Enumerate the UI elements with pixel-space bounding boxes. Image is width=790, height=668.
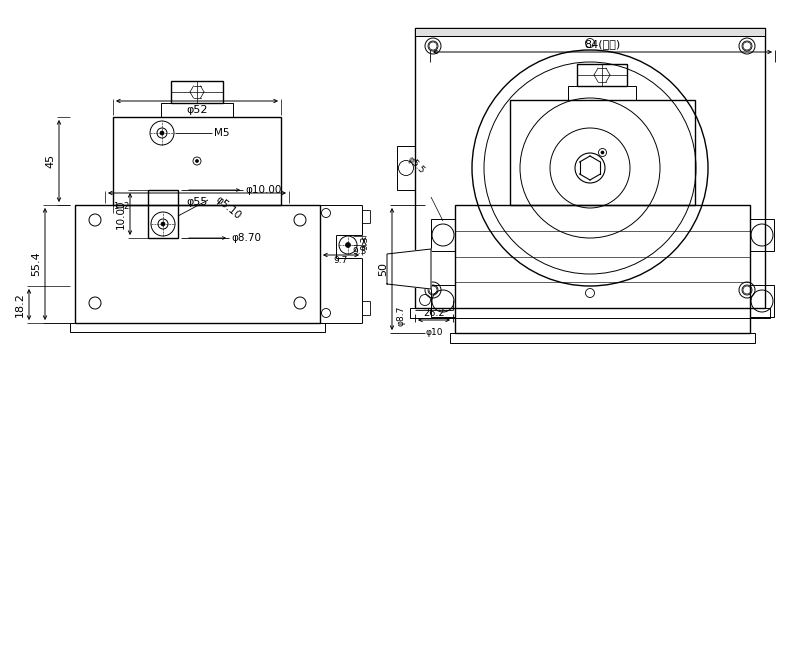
Text: 50: 50 bbox=[378, 262, 388, 276]
Text: φ52: φ52 bbox=[186, 105, 208, 115]
Bar bbox=[750, 219, 774, 251]
Bar bbox=[171, 81, 223, 103]
Bar bbox=[75, 205, 320, 323]
Text: φ5.5: φ5.5 bbox=[405, 154, 426, 176]
Bar bbox=[410, 308, 770, 318]
Circle shape bbox=[345, 242, 351, 248]
Bar bbox=[510, 100, 695, 205]
Text: φ5.10: φ5.10 bbox=[213, 194, 243, 222]
Text: 26.2: 26.2 bbox=[423, 308, 445, 318]
Text: φ10.00: φ10.00 bbox=[245, 185, 281, 195]
Polygon shape bbox=[387, 249, 431, 289]
Bar bbox=[750, 285, 774, 317]
Bar bbox=[431, 219, 455, 251]
Circle shape bbox=[195, 160, 198, 162]
Text: 9.3: 9.3 bbox=[360, 235, 369, 250]
Text: 55.4: 55.4 bbox=[31, 252, 41, 277]
Bar bbox=[568, 86, 636, 100]
Text: 84(可调): 84(可调) bbox=[585, 39, 621, 49]
Text: 45: 45 bbox=[45, 154, 55, 168]
Text: 2: 2 bbox=[123, 202, 129, 211]
Bar bbox=[415, 28, 765, 36]
Bar bbox=[161, 103, 233, 117]
Bar bbox=[455, 205, 750, 333]
Text: φ8.70: φ8.70 bbox=[231, 233, 261, 243]
Text: 18.2: 18.2 bbox=[15, 292, 25, 317]
Text: φ8.7: φ8.7 bbox=[397, 306, 405, 326]
Bar bbox=[70, 323, 325, 332]
Circle shape bbox=[601, 151, 604, 154]
Bar bbox=[415, 28, 765, 308]
Text: 10.00: 10.00 bbox=[116, 199, 126, 228]
Bar bbox=[415, 28, 765, 36]
Text: 9.7: 9.7 bbox=[334, 256, 348, 265]
Text: 1: 1 bbox=[114, 202, 118, 211]
Bar bbox=[577, 64, 627, 86]
Text: 9.3: 9.3 bbox=[352, 247, 367, 256]
Bar bbox=[450, 333, 755, 343]
Text: φ55: φ55 bbox=[186, 197, 208, 207]
Bar bbox=[113, 117, 281, 205]
Text: φ10: φ10 bbox=[425, 328, 442, 337]
Circle shape bbox=[161, 222, 165, 226]
Text: M5: M5 bbox=[214, 128, 230, 138]
Bar bbox=[397, 146, 415, 190]
Circle shape bbox=[160, 131, 164, 135]
Bar bbox=[431, 285, 455, 317]
Bar bbox=[148, 190, 178, 238]
